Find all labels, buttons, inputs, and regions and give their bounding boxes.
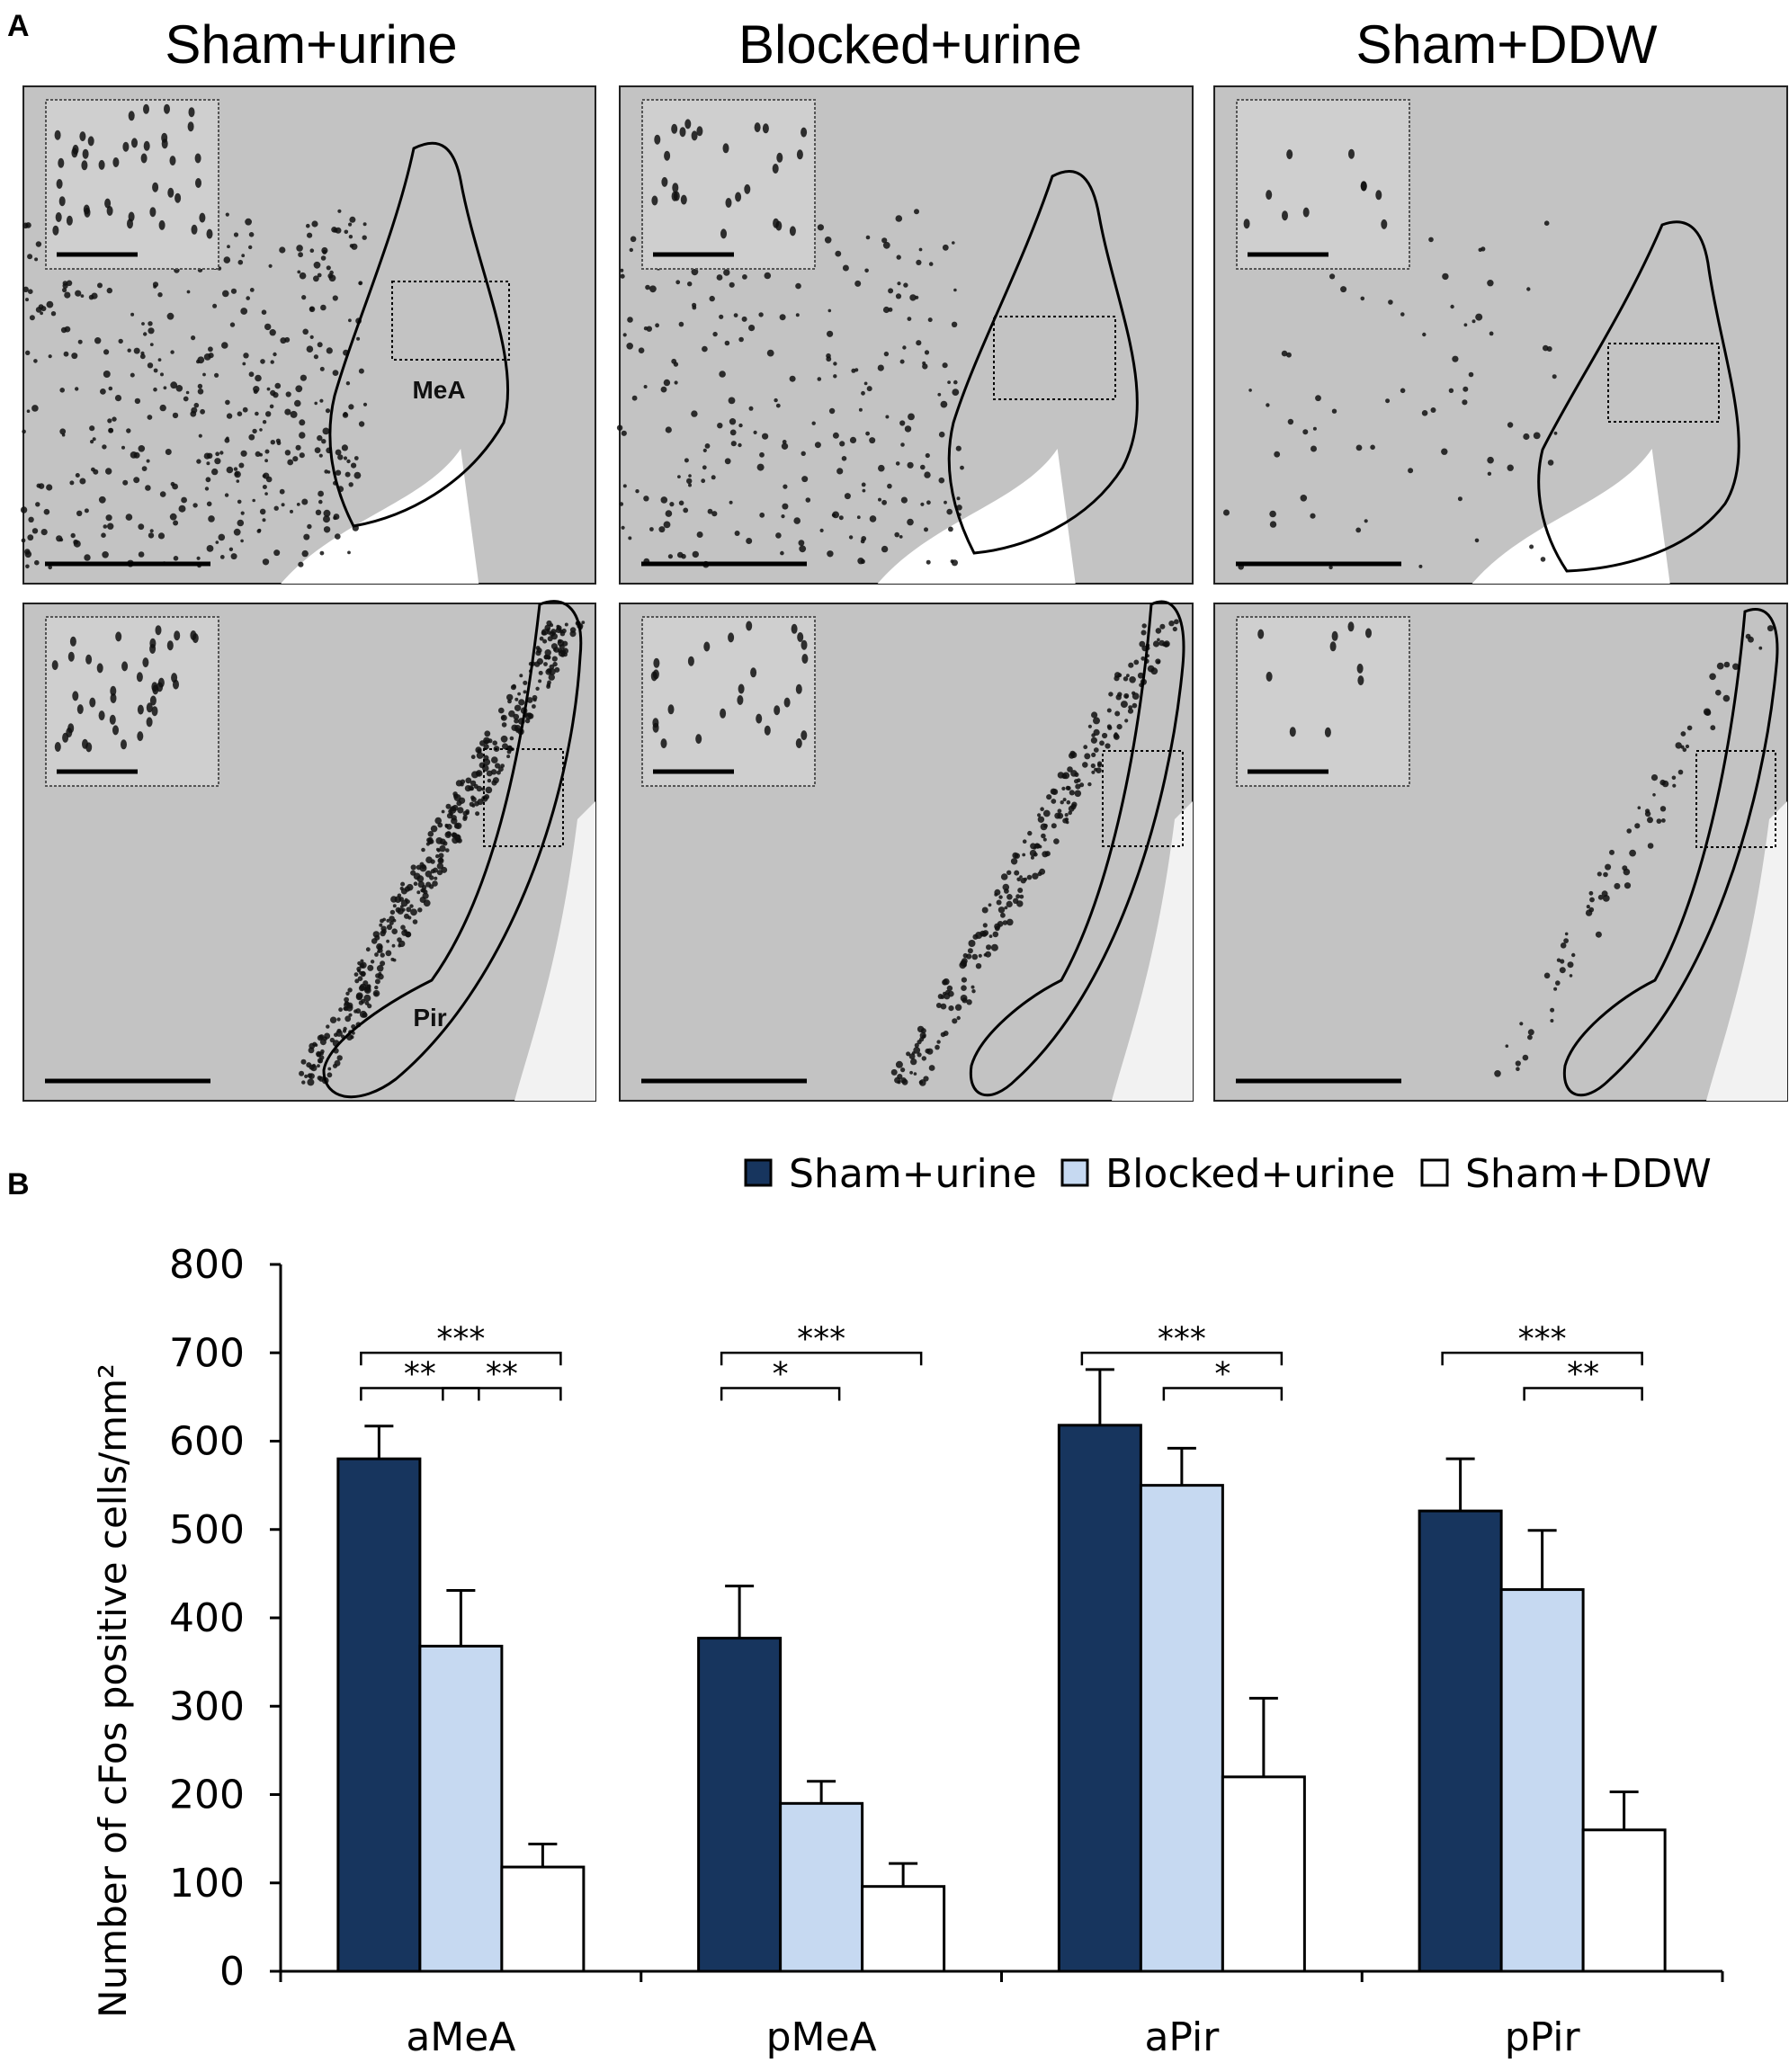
bar <box>1139 1484 1224 1973</box>
significance-label: *** <box>1158 1320 1206 1357</box>
bar-chart: 0 100 200 300 400 500 600 700 800 aMeA pMeA aPir pPi… <box>169 1242 1724 2060</box>
significance-label: *** <box>436 1320 485 1357</box>
micrograph-grid <box>20 85 1788 1102</box>
legend-label: Sham+DDW <box>1465 1151 1712 1197</box>
sample-box <box>1102 750 1184 847</box>
significance-label: ** <box>404 1356 436 1393</box>
y-tick-label: 100 <box>169 1861 245 1907</box>
y-axis-label: Number of cFos positive cells/mm² <box>91 1363 135 2018</box>
micrograph-panel <box>1213 85 1788 585</box>
bar <box>1418 1509 1503 1973</box>
region-outline <box>1537 220 1740 573</box>
y-tick-label: 300 <box>169 1684 245 1729</box>
y-tick-label: 600 <box>169 1419 245 1465</box>
inset <box>1236 99 1410 270</box>
sample-box <box>1607 343 1720 423</box>
significance-bracket: ** <box>1523 1356 1643 1401</box>
sample-box <box>483 748 564 847</box>
x-tick-label: aMeA <box>406 2014 515 2060</box>
panel-a-letter: A <box>7 9 30 43</box>
significance-label: *** <box>797 1320 845 1357</box>
legend-swatch <box>1420 1158 1449 1187</box>
y-tick-label: 400 <box>169 1595 245 1641</box>
bar <box>418 1644 504 1973</box>
column-title-blocked-urine: Blocked+urine <box>738 14 1082 75</box>
column-title-sham-urine: Sham+urine <box>165 14 457 75</box>
region-label-mea: MeA <box>412 376 465 404</box>
significance-label: * <box>773 1356 789 1393</box>
significance-bracket: ** <box>360 1356 480 1401</box>
region-outline <box>322 600 583 1099</box>
legend-label: Blocked+urine <box>1105 1151 1395 1197</box>
y-tick-label: 0 <box>219 1949 245 1995</box>
inset <box>641 99 816 270</box>
significance-bracket: * <box>1162 1356 1284 1401</box>
bar <box>779 1801 864 1973</box>
y-tick-label: 700 <box>169 1330 245 1376</box>
legend-label: Sham+urine <box>789 1151 1037 1197</box>
panel-b-letter: B <box>7 1167 30 1201</box>
region-outline <box>947 170 1139 555</box>
significance-bracket: *** <box>360 1320 562 1366</box>
y-tick-label: 800 <box>169 1242 245 1288</box>
significance-bracket: ** <box>442 1356 562 1401</box>
micrograph-panel <box>1213 603 1788 1102</box>
region-outline <box>969 600 1185 1097</box>
sample-box <box>391 281 510 361</box>
region-outline <box>1562 608 1779 1097</box>
x-tick-label: pMeA <box>766 2014 877 2060</box>
significance-bracket: *** <box>1080 1320 1284 1366</box>
legend-swatch <box>744 1158 773 1187</box>
significance-bracket: *** <box>720 1320 923 1366</box>
sample-box <box>1695 750 1776 848</box>
bar <box>1499 1588 1585 1973</box>
sample-box <box>993 316 1116 400</box>
bar <box>500 1865 586 1973</box>
significance-label: *** <box>1518 1320 1567 1357</box>
x-tick-label: aPir <box>1144 2014 1220 2060</box>
significance-label: * <box>1214 1356 1230 1393</box>
significance-bracket: * <box>720 1356 841 1401</box>
bar <box>1581 1828 1667 1973</box>
bar <box>1221 1775 1306 1973</box>
legend-swatch <box>1060 1158 1089 1187</box>
bar <box>697 1637 783 1973</box>
x-tick-label: pPir <box>1505 2014 1581 2060</box>
region-outline <box>328 141 510 528</box>
significance-bracket: *** <box>1441 1320 1643 1366</box>
y-tick-label: 200 <box>169 1773 245 1818</box>
micrograph-panel <box>22 600 596 1102</box>
micrograph-panel <box>20 85 596 585</box>
legend-item: Blocked+urine <box>1060 1151 1395 1197</box>
significance-label: ** <box>486 1356 518 1393</box>
inset <box>1236 616 1410 787</box>
bar <box>861 1885 946 1973</box>
micrograph-panel <box>616 85 1194 585</box>
legend-item: Sham+DDW <box>1420 1151 1712 1197</box>
bar <box>1057 1424 1142 1973</box>
bar <box>336 1457 422 1973</box>
column-title-sham-ddw: Sham+DDW <box>1355 14 1657 75</box>
legend: Sham+urine Blocked+urine Sham+DDW <box>744 1151 1712 1197</box>
region-label-pir: Pir <box>413 1004 446 1032</box>
y-tick-label: 500 <box>169 1507 245 1553</box>
significance-label: ** <box>1567 1356 1599 1393</box>
micrograph-panel <box>619 600 1194 1102</box>
legend-item: Sham+urine <box>744 1151 1037 1197</box>
